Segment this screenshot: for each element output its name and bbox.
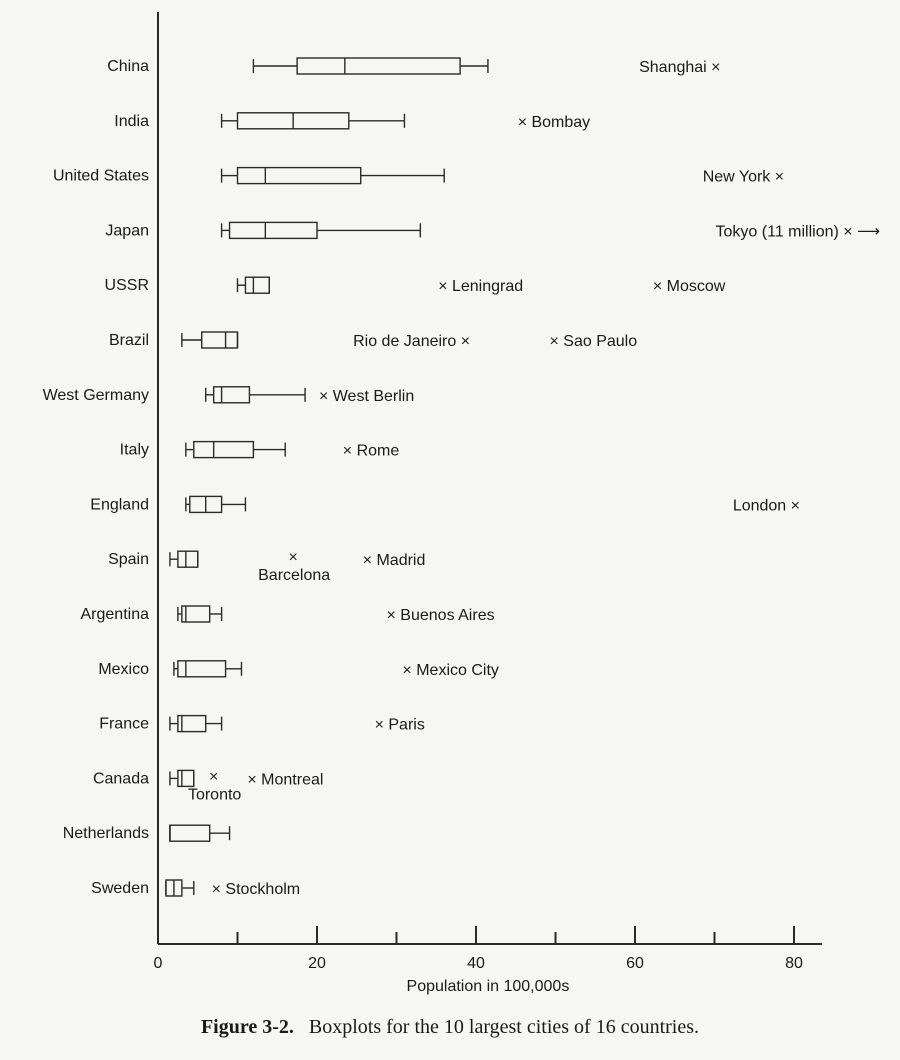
outlier-marker: × <box>288 549 297 566</box>
boxplot-row: Italy × Rome <box>120 440 400 460</box>
category-label: Sweden <box>91 880 149 897</box>
outlier-label: × Madrid <box>363 552 426 569</box>
box-iqr <box>181 605 211 623</box>
box-iqr <box>177 769 195 788</box>
boxplot-row: Sweden × Stockholm <box>91 879 300 898</box>
boxplot-row: Brazil Rio de Janeiro × × Sao Paulo <box>109 331 638 350</box>
category-label: Argentina <box>81 606 150 623</box>
boxplot-row: West Germany × West Berlin <box>43 386 414 405</box>
category-label: Canada <box>93 770 149 787</box>
box-iqr <box>212 386 251 404</box>
outlier-marker: × <box>209 768 218 785</box>
boxplot-row: India × Bombay <box>114 112 590 131</box>
outlier-label: × Montreal <box>247 771 323 788</box>
outlier-label: × Mexico City <box>402 662 498 679</box>
category-label: England <box>90 496 149 513</box>
axis-frame <box>157 12 822 945</box>
box-iqr <box>201 331 239 349</box>
x-tick-label: 60 <box>626 955 644 972</box>
outlier-label: Shanghai × <box>639 59 720 76</box>
box-iqr <box>296 57 461 75</box>
x-tick-label: 40 <box>467 955 485 972</box>
outlier-label: × Moscow <box>653 278 726 295</box>
boxplot-row: Netherlands <box>63 824 231 842</box>
category-label: India <box>114 113 149 130</box>
boxplot-row: Mexico × Mexico City <box>98 660 499 679</box>
box-iqr <box>177 550 199 568</box>
figure-caption: Figure 3-2. Boxplots for the 10 largest … <box>0 1016 900 1039</box>
category-label: West Germany <box>43 387 149 404</box>
boxplot-row: Argentina × Buenos Aires <box>81 605 495 624</box>
box-iqr <box>193 440 255 459</box>
x-tick-label: 80 <box>785 955 803 972</box>
boxplot-row: United States New York × <box>53 166 784 186</box>
figure-caption-label: Figure 3-2. <box>200 1016 294 1038</box>
category-label: Netherlands <box>63 825 149 842</box>
outlier-label: New York × <box>703 169 784 186</box>
category-label: USSR <box>105 277 149 294</box>
category-label: United States <box>53 168 149 185</box>
boxplot-row: Spain ×Barcelona × Madrid <box>108 549 425 584</box>
box-iqr <box>177 714 207 733</box>
boxplot-row: China Shanghai × <box>107 57 721 76</box>
category-label: Mexico <box>98 661 149 678</box>
boxplot-row: England London × <box>90 495 800 514</box>
outlier-label: × Sao Paulo <box>550 333 638 350</box>
category-label: Brazil <box>109 332 149 349</box>
boxplot-row: Japan Tokyo (11 million) × ⟶ <box>105 221 881 240</box>
x-tick-label: 0 <box>154 955 163 972</box>
category-label: Spain <box>108 551 149 568</box>
category-label: France <box>99 716 149 733</box>
category-label: China <box>107 58 149 75</box>
outlier-label: Tokyo (11 million) × ⟶ <box>716 223 881 240</box>
outlier-label: × West Berlin <box>319 388 414 405</box>
outlier-label: London × <box>733 497 800 514</box>
outlier-label: Rio de Janeiro × <box>353 333 470 350</box>
outlier-label: × Leningrad <box>438 278 523 295</box>
outlier-label: × Bombay <box>518 114 590 131</box>
box-iqr <box>169 824 211 842</box>
x-axis-label: Population in 100,000s <box>407 978 570 995</box>
box-iqr <box>228 221 318 240</box>
outlier-label: × Paris <box>375 717 425 734</box>
boxplot-row: France × Paris <box>99 714 425 734</box>
outlier-label: × Rome <box>343 443 400 460</box>
outlier-label: Toronto <box>188 786 241 803</box>
x-tick-label: 20 <box>308 955 326 972</box>
boxplot-row: Canada ×Toronto × Montreal <box>93 768 323 803</box>
boxplot-row: USSR × Leningrad × Moscow <box>105 276 726 295</box>
outlier-label: × Stockholm <box>212 881 300 898</box>
boxplot-rows: China Shanghai × India × Bombay United State… <box>43 57 881 898</box>
category-label: Japan <box>105 222 149 239</box>
figure-caption-text: Boxplots for the 10 largest cities of 16… <box>308 1016 700 1038</box>
box-iqr <box>236 166 362 185</box>
outlier-label: Barcelona <box>258 567 330 584</box>
x-axis: 0 20 40 60 80 Population in 100,000s <box>154 926 803 995</box>
box-iqr <box>177 660 227 678</box>
box-iqr <box>244 276 270 294</box>
category-label: Italy <box>120 442 149 459</box>
outlier-label: × Buenos Aires <box>387 607 495 624</box>
